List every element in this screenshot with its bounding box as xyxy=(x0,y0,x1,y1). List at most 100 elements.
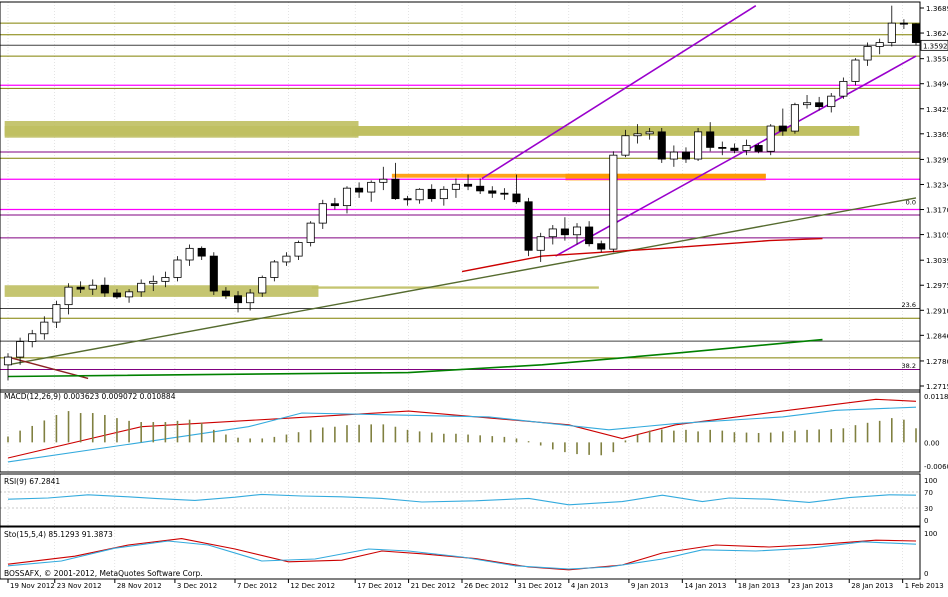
x-tick-label: 31 Dec 2012 xyxy=(517,582,562,590)
sto-tick-label: 0 xyxy=(924,570,928,578)
candle-body xyxy=(718,146,727,149)
candle-body xyxy=(754,145,763,152)
candle-body xyxy=(488,190,497,194)
y-tick-label: 1.28460 xyxy=(926,331,948,340)
candle-body xyxy=(415,188,424,201)
x-tick-label: 19 Nov 2012 xyxy=(10,582,55,590)
candle-body xyxy=(476,185,485,192)
macd-label: MACD(12,26,9) 0.003623 0.009072 0.010884 xyxy=(4,392,176,401)
candle-body xyxy=(28,333,37,342)
candle-body xyxy=(197,247,206,257)
candles xyxy=(3,5,921,456)
candle-body xyxy=(64,286,73,306)
candle-body xyxy=(766,125,775,152)
x-tick-label: 14 Jan 2013 xyxy=(684,582,726,590)
candle-body xyxy=(500,192,509,195)
candle-body xyxy=(282,255,291,263)
candle-body xyxy=(803,102,812,106)
price-zone-olive xyxy=(4,285,319,297)
candle-body xyxy=(355,187,364,193)
y-tick-label: 1.36245 xyxy=(926,29,948,38)
candle-body xyxy=(100,284,109,294)
fib-label: 0.0 xyxy=(906,198,916,206)
y-tick-label: 1.27155 xyxy=(926,382,948,391)
fib-label: 23.6 xyxy=(902,301,916,309)
candle-body xyxy=(742,145,751,151)
candle-body xyxy=(391,178,400,200)
panel-frame-sto xyxy=(0,526,921,580)
candle-body xyxy=(621,135,630,156)
labels: MACD(12,26,9) 0.003623 0.009072 0.010884… xyxy=(4,392,203,578)
candle-body xyxy=(52,304,61,323)
candle-body xyxy=(185,247,194,261)
candle-body xyxy=(270,261,279,278)
candle-body xyxy=(318,203,327,224)
y-tick-label: 1.27800 xyxy=(926,357,948,366)
candle-body xyxy=(294,242,303,257)
candle-body xyxy=(246,292,255,304)
x-tick-label: 17 Dec 2012 xyxy=(357,582,402,590)
candle-body xyxy=(585,226,594,245)
y-tick-label: 1.31700 xyxy=(926,206,948,215)
candle-body xyxy=(597,243,606,250)
candle-body xyxy=(681,151,691,160)
candle-body xyxy=(209,255,218,292)
x-tick-label: 28 Nov 2012 xyxy=(117,582,162,590)
candle-body xyxy=(367,181,376,193)
macd-tick-label: 0.00 xyxy=(924,439,940,447)
price-zone-olive xyxy=(311,286,599,289)
candle-body xyxy=(149,280,158,284)
candle-body xyxy=(464,183,473,187)
channel-upper-line xyxy=(481,5,757,180)
price-zones xyxy=(4,120,860,297)
grid-lines xyxy=(0,2,920,576)
x-tick-label: 3 Dec 2012 xyxy=(177,582,217,590)
y-tick-label: 1.30395 xyxy=(926,256,948,265)
y-tick-label: 1.29105 xyxy=(926,306,948,315)
y-tick-label: 1.32990 xyxy=(926,155,948,164)
candle-body xyxy=(875,42,884,47)
y-tick-label: 1.33650 xyxy=(926,130,948,139)
candle-body xyxy=(16,341,25,358)
y-tick-label: 1.35585 xyxy=(926,55,948,64)
candle-body xyxy=(536,236,545,251)
y-tick-label: 1.34940 xyxy=(926,80,948,89)
sto-tick-label: 100 xyxy=(924,530,937,538)
moving-average-green xyxy=(7,338,823,378)
candle-body xyxy=(112,292,121,298)
price-zone-olive xyxy=(4,120,359,138)
candle-body xyxy=(3,356,13,366)
stochastic-main-line xyxy=(7,540,917,570)
x-tick-label: 26 Dec 2012 xyxy=(464,582,509,590)
rsi-tick-label: 100 xyxy=(924,477,937,485)
candle-body xyxy=(512,193,521,203)
candle-body xyxy=(694,131,703,160)
x-tick-label: 18 Jan 2013 xyxy=(738,582,780,590)
x-tick-label: 9 Jan 2013 xyxy=(631,582,669,590)
candle-body xyxy=(790,104,799,132)
x-tick-label: 12 Dec 2012 xyxy=(290,582,335,590)
candle-body xyxy=(572,226,582,236)
fib-label: 38.2 xyxy=(902,362,916,370)
rsi-tick-label: 30 xyxy=(924,505,933,513)
candle-body xyxy=(899,22,908,25)
candle-body xyxy=(524,201,533,251)
moving-average-red xyxy=(461,237,823,273)
candle-body xyxy=(258,277,267,294)
rsi-tick-label: 0 xyxy=(924,517,928,525)
candle-body xyxy=(863,46,872,61)
panel-frame-rsi xyxy=(0,473,921,527)
macd-tick-label: 0.011853 xyxy=(924,393,948,401)
x-tick-label: 4 Jan 2013 xyxy=(571,582,609,590)
candle-body xyxy=(125,291,134,298)
candle-body xyxy=(911,23,921,43)
y-tick-label: 1.34295 xyxy=(926,105,948,114)
candle-body xyxy=(76,286,85,290)
y-tick-label: 1.31055 xyxy=(926,231,948,240)
trend-lines xyxy=(7,5,917,571)
trend-line-brown xyxy=(7,356,89,380)
candle-body xyxy=(839,80,848,97)
candle-body xyxy=(330,203,339,207)
x-tick-label: 21 Dec 2012 xyxy=(411,582,456,590)
